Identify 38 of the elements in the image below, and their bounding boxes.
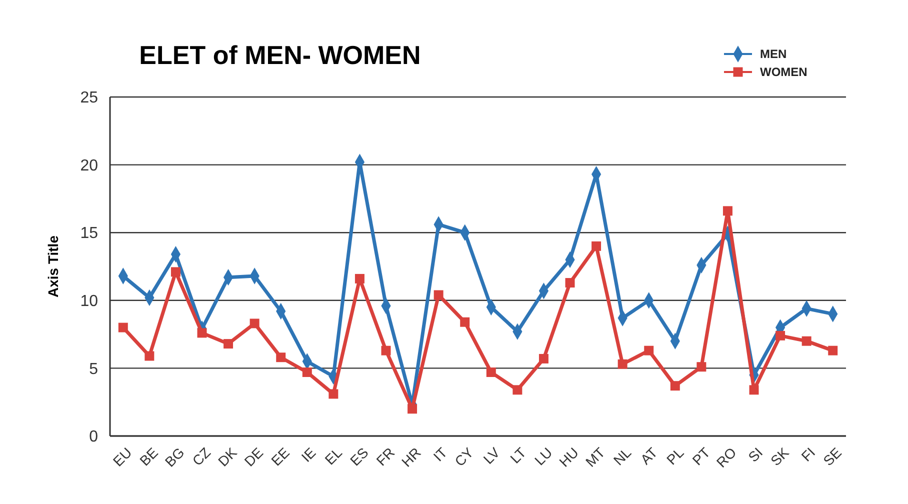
y-tick-label: 20: [80, 157, 98, 174]
x-tick-label: PL: [663, 444, 687, 468]
x-tick-label: AT: [637, 444, 661, 468]
x-tick-label: PT: [689, 444, 714, 468]
x-tick-label: IE: [298, 444, 319, 465]
y-tick-label: 15: [80, 225, 98, 242]
x-tick-label: HU: [556, 444, 582, 470]
x-tick-label: ES: [346, 444, 372, 469]
legend-label: WOMEN: [760, 65, 808, 80]
x-tick-label: LU: [531, 444, 556, 468]
x-tick-label: FR: [373, 444, 398, 469]
x-tick-label: HR: [398, 444, 424, 470]
x-tick-label: BG: [162, 444, 188, 470]
x-tick-label: EL: [322, 444, 346, 468]
x-tick-label: CY: [451, 444, 477, 470]
x-tick-label: EU: [110, 444, 135, 470]
y-tick-label: 10: [80, 293, 98, 310]
x-tick-label: SI: [744, 444, 766, 465]
y-tick-label: 5: [89, 360, 98, 378]
chart-title: ELET of MEN- WOMEN: [139, 40, 421, 70]
y-axis-title: Axis Title: [45, 235, 61, 298]
x-tick-label: LT: [506, 444, 530, 466]
x-tick-label: SE: [820, 444, 844, 469]
x-tick-label: IT: [430, 444, 450, 464]
y-tick-label: 0: [89, 428, 98, 446]
x-tick-label: CZ: [189, 444, 214, 469]
x-tick-label: MT: [582, 444, 608, 470]
x-tick-label: LV: [480, 444, 504, 467]
y-tick-label: 25: [80, 90, 98, 107]
legend-label: MEN: [760, 47, 787, 62]
x-tick-label: SK: [767, 444, 792, 469]
x-tick-label: NL: [610, 444, 634, 468]
x-tick-label: EE: [268, 444, 292, 469]
x-tick-label: RO: [713, 444, 740, 470]
x-tick-label: DK: [214, 444, 240, 470]
x-tick-label: BE: [136, 444, 162, 469]
x-tick-label: FI: [798, 444, 818, 464]
x-tick-label: DE: [241, 444, 266, 470]
